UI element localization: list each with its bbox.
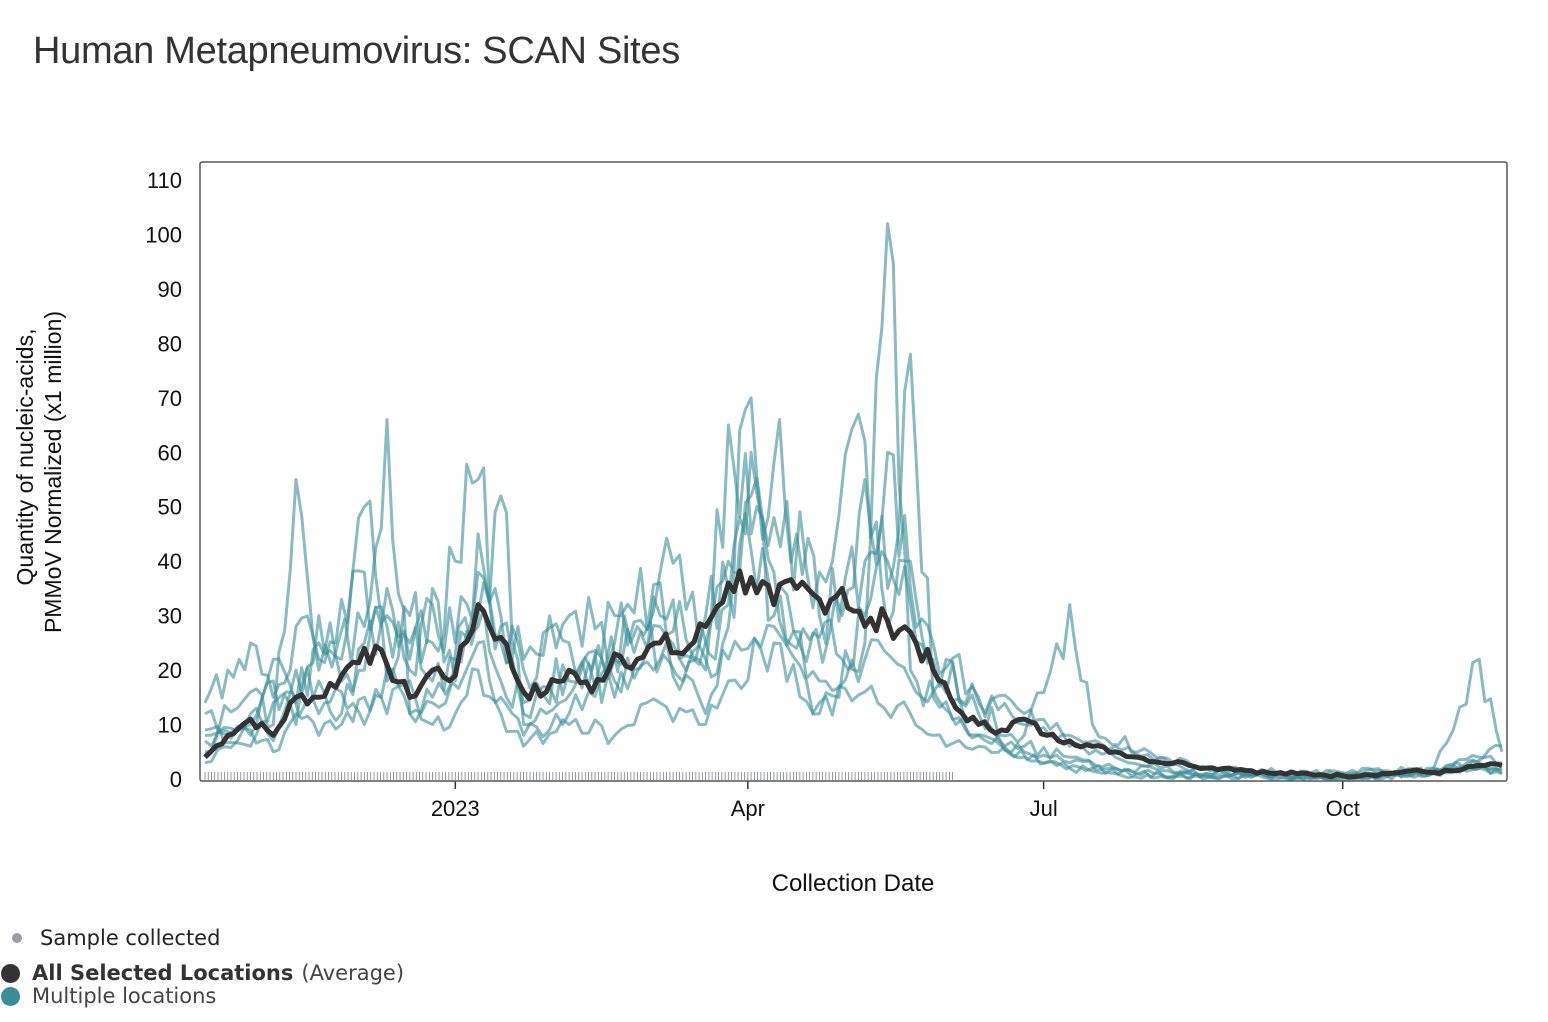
- average-series-line: [203, 568, 1503, 780]
- chart-title: Human Metapneumovirus: SCAN Sites: [33, 30, 680, 72]
- y-tick-label: 80: [158, 331, 182, 356]
- average-series-group: [203, 568, 1503, 780]
- legend-average-note: (Average): [301, 961, 405, 985]
- y-tick-label: 70: [158, 386, 182, 411]
- y-tick-label: 90: [158, 277, 182, 302]
- y-axis-title-line2: PMMoV Normalized (x1 million): [40, 311, 66, 633]
- legend-multiple-label: Multiple locations: [32, 984, 217, 1008]
- x-tick-label: Apr: [731, 796, 765, 821]
- y-axis: 0 10 20 30 40 50 60 70 80 90 100 110: [145, 168, 182, 792]
- site-series-line: [204, 222, 1503, 781]
- x-tick-label: Jul: [1030, 796, 1058, 821]
- y-axis-title-line1: Quantity of nucleic-acids,: [12, 329, 38, 586]
- y-tick-label: 60: [158, 440, 182, 465]
- y-tick-label: 20: [158, 658, 182, 683]
- y-tick-label: 100: [145, 222, 182, 247]
- y-tick-label: 30: [158, 604, 182, 629]
- multiple-dot-icon: [1, 986, 20, 1006]
- x-axis-title: Collection Date: [772, 870, 935, 897]
- legend-average-label: All Selected Locations: [32, 961, 294, 985]
- legend: Sample collected All Selected Locations …: [0, 920, 600, 1020]
- y-axis-title: Quantity of nucleic-acids, PMMoV Normali…: [12, 311, 66, 633]
- y-tick-label: 0: [170, 767, 182, 792]
- x-tick-label: Oct: [1326, 796, 1360, 821]
- legend-item-sample[interactable]: Sample collected: [0, 926, 220, 950]
- average-dot-icon: [1, 963, 20, 983]
- x-tick-label: 2023: [431, 796, 480, 821]
- y-tick-label: 110: [147, 168, 182, 193]
- y-tick-label: 40: [158, 549, 182, 574]
- legend-sample-label: Sample collected: [40, 926, 221, 950]
- legend-item-average[interactable]: All Selected Locations (Average): [0, 961, 404, 985]
- legend-item-multiple[interactable]: Multiple locations: [0, 984, 216, 1008]
- plot-frame: [199, 161, 1508, 782]
- sample-dot-icon: [12, 933, 22, 943]
- y-tick-label: 50: [158, 495, 182, 520]
- y-tick-label: 10: [158, 713, 182, 738]
- x-axis: 2023 Apr Jul Oct: [431, 781, 1360, 821]
- sample-collected-markers: [204, 772, 954, 780]
- site-series-group: [203, 222, 1504, 781]
